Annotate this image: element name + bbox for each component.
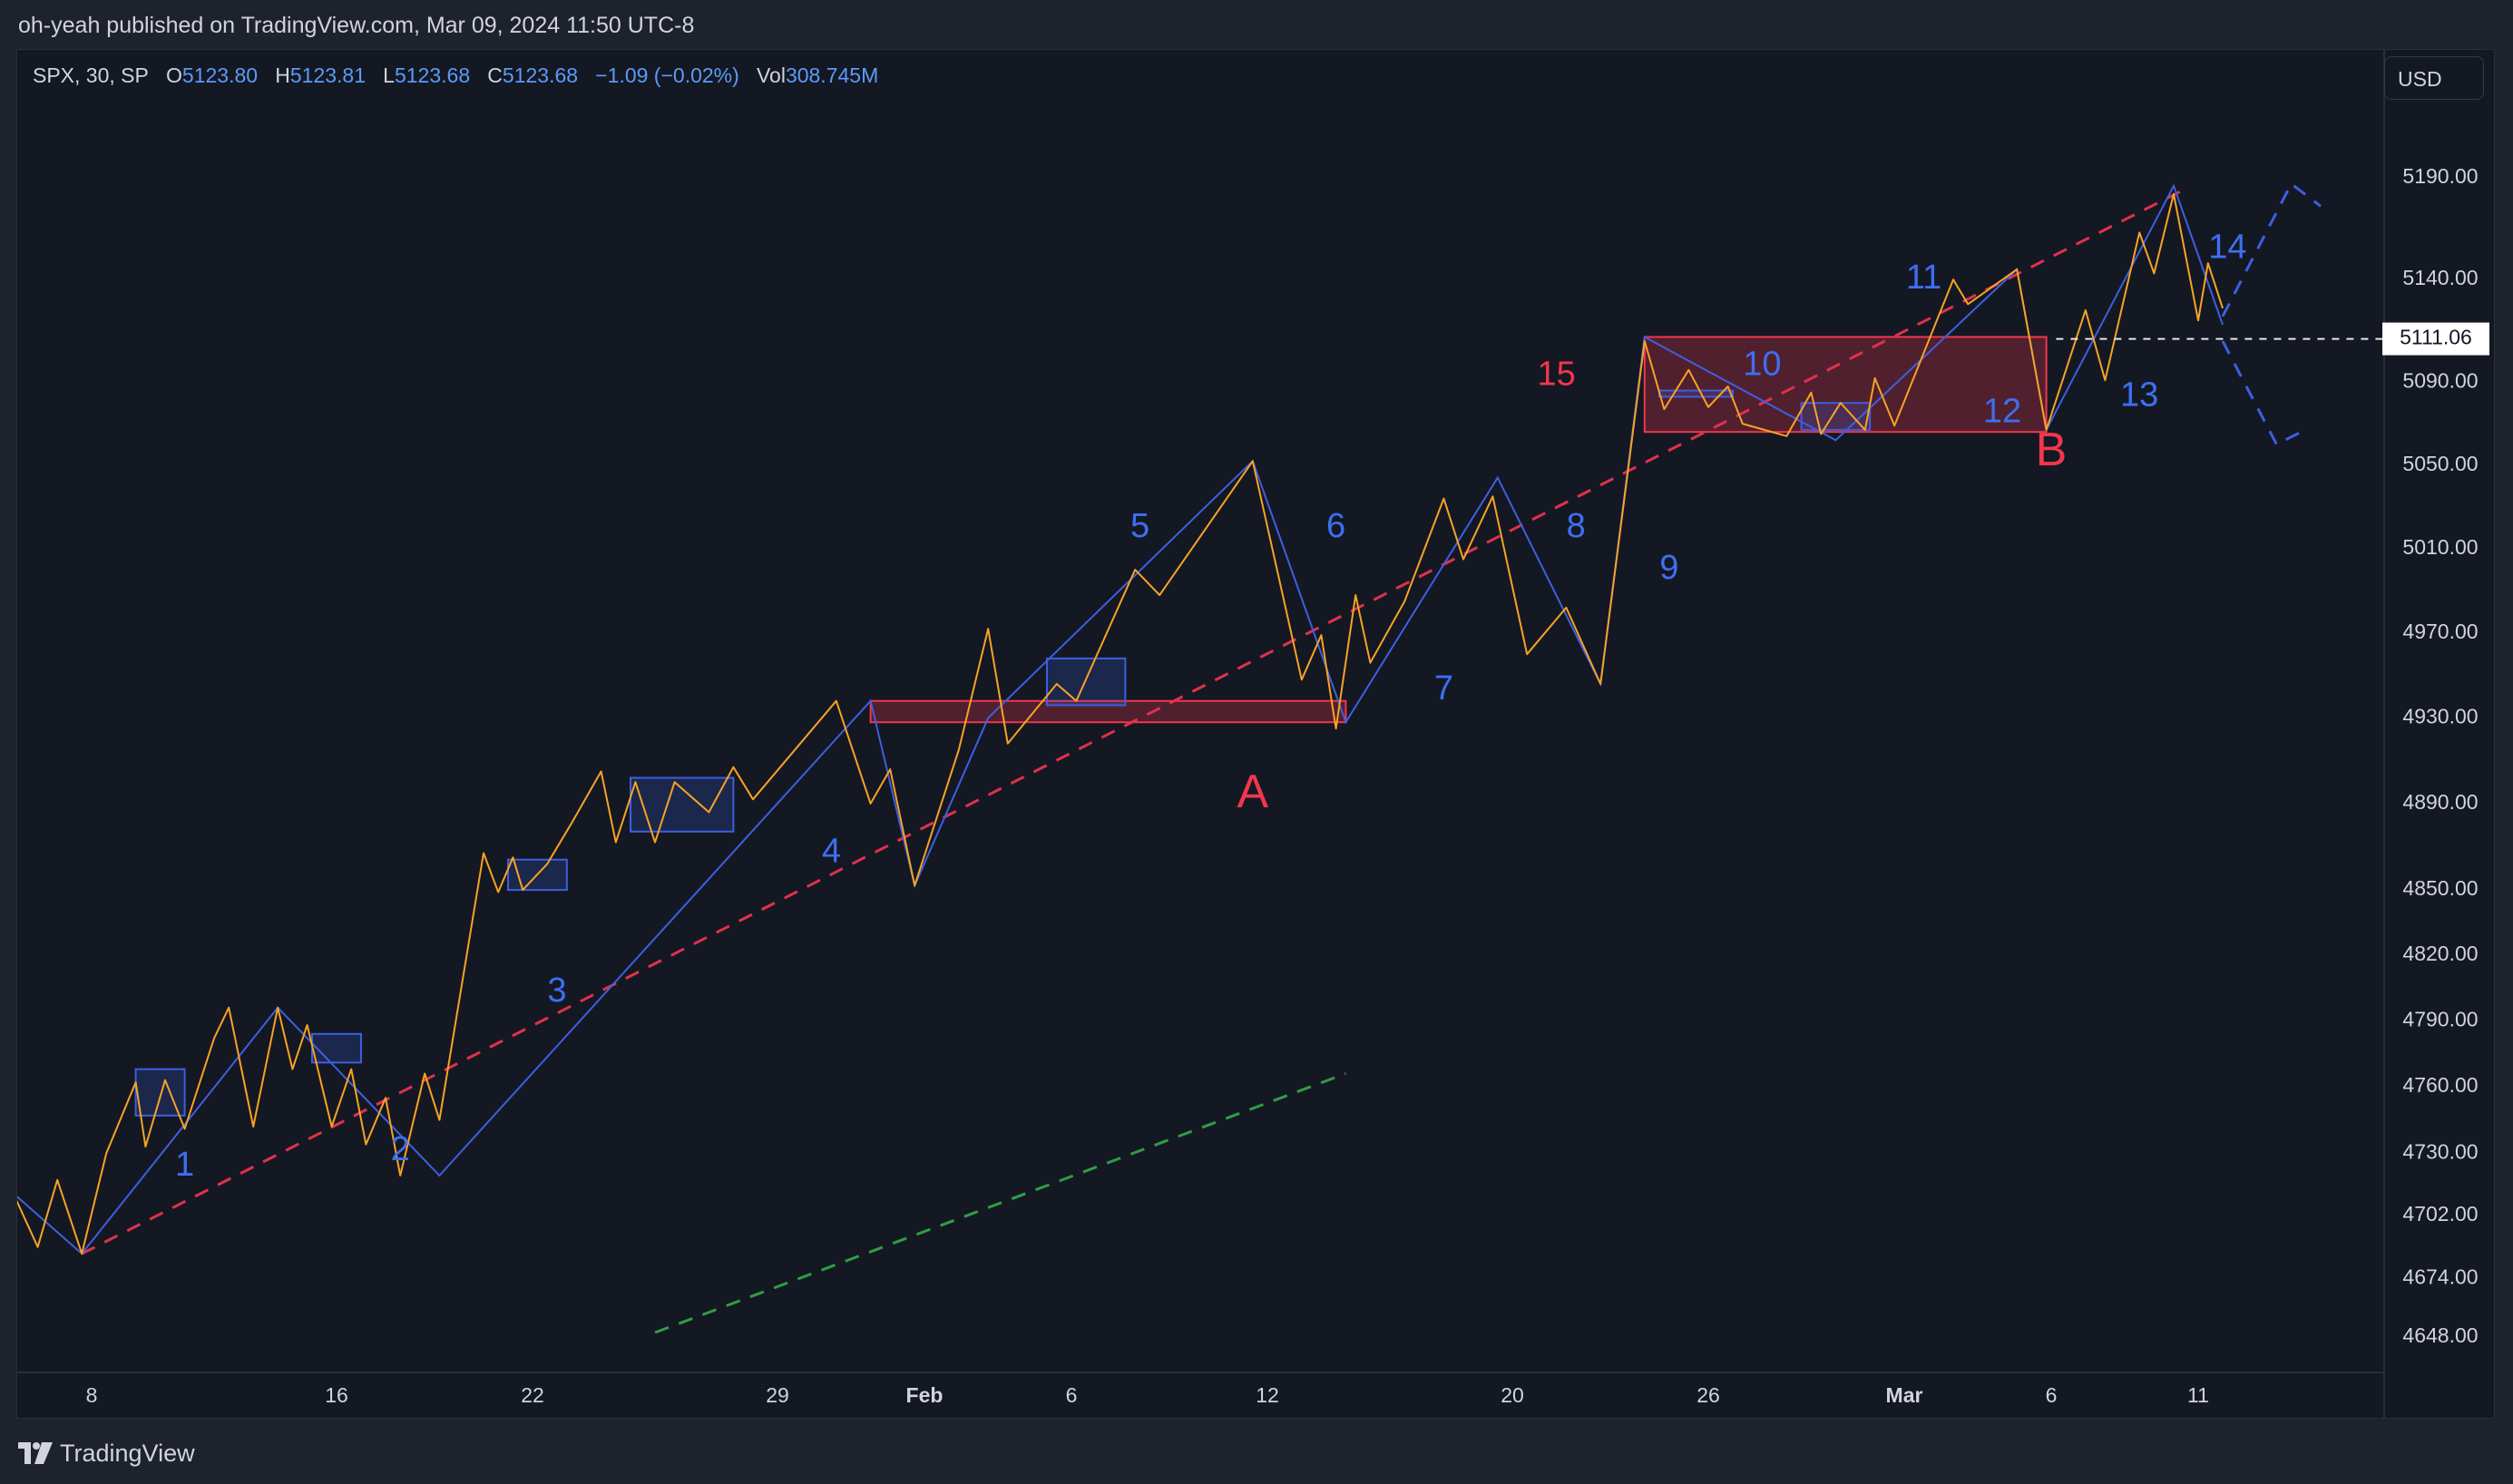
close-value: 5123.68	[502, 63, 579, 87]
blue-zone-5	[630, 776, 735, 833]
wave-label-1: 1	[175, 1146, 194, 1184]
time-tick-label: 26	[1697, 1383, 1720, 1407]
time-tick-label: Mar	[1886, 1383, 1923, 1407]
last-price-text: 5111.06	[2400, 326, 2472, 349]
close-label: C	[487, 63, 503, 87]
time-tick-label: 6	[2046, 1383, 2058, 1407]
time-tick-label: 16	[325, 1383, 348, 1407]
time-tick-label: 6	[1066, 1383, 1078, 1407]
wave-label-11: 11	[1906, 259, 1941, 297]
vol-label: Vol	[756, 63, 786, 87]
price-tick-label: 5050.00	[2402, 452, 2478, 475]
open-value: 5123.80	[181, 63, 259, 87]
blue-zone-6	[1046, 657, 1127, 707]
low-label: L	[383, 63, 395, 87]
ohlc-legend: SPX, 30, SP O5123.80 H5123.81 L5123.68 C…	[33, 63, 878, 88]
zones-layer	[134, 336, 2048, 1117]
blue-zone-8	[1800, 402, 1872, 431]
last-price-badge	[2382, 322, 2489, 356]
axes-layer: 4648.00 4674.00 4702.00 4730.00 4760.00 4790.…	[17, 50, 2489, 1418]
price-tick-label: 4970.00	[2402, 620, 2478, 643]
wave-label-10: 10	[1743, 345, 1781, 383]
red-trend-line	[81, 189, 2185, 1255]
price-tick-label: 4850.00	[2402, 876, 2478, 900]
wave-label-B: B	[2036, 424, 2068, 476]
trendlines-layer	[81, 189, 2185, 1334]
time-tick-label: Feb	[906, 1383, 944, 1407]
high-value: 5123.81	[289, 63, 366, 87]
green-trend-line	[654, 1072, 1346, 1334]
wave-label-7: 7	[1434, 669, 1453, 708]
change-value: −1.09 (−0.02%)	[595, 63, 739, 87]
wave-label-4: 4	[822, 833, 841, 871]
wave-label-13: 13	[2120, 376, 2158, 414]
wave-label-A: A	[1237, 766, 1268, 818]
price-tick-label: 4890.00	[2402, 790, 2478, 814]
time-tick-label: 12	[1256, 1383, 1279, 1407]
time-tick-label: 20	[1501, 1383, 1524, 1407]
price-tick-label: 5190.00	[2402, 164, 2478, 188]
time-tick-label: 8	[86, 1383, 98, 1407]
wave-label-8: 8	[1567, 507, 1586, 545]
price-series-line	[17, 192, 2224, 1255]
projection-down-line	[2221, 340, 2303, 446]
price-layer	[17, 192, 2384, 1255]
low-value: 5123.68	[394, 63, 471, 87]
published-info: oh-yeah published on TradingView.com, Ma…	[18, 13, 695, 38]
price-tick-label: 4648.00	[2402, 1323, 2478, 1347]
price-tick-label: 4820.00	[2402, 942, 2478, 965]
top-bar: oh-yeah published on TradingView.com, Ma…	[0, 0, 2513, 49]
wave-label-6: 6	[1326, 507, 1345, 545]
tradingview-logo[interactable]: TradingView	[18, 1437, 195, 1469]
price-tick-label: 5090.00	[2402, 369, 2478, 393]
blue-zone-3	[311, 1032, 362, 1064]
wave-label-14: 14	[2208, 228, 2246, 266]
wave-label-15: 15	[1537, 356, 1575, 394]
vol-value: 308.745M	[785, 63, 879, 87]
price-tick-label: 4730.00	[2402, 1139, 2478, 1163]
tradingview-brand: TradingView	[60, 1439, 195, 1467]
wave-label-5: 5	[1130, 507, 1149, 545]
high-label: H	[275, 63, 290, 87]
footer-bar	[0, 1424, 2513, 1484]
tradingview-logo-icon	[18, 1442, 53, 1464]
wave-label-9: 9	[1659, 549, 1678, 587]
symbol-label[interactable]: SPX, 30, SP	[33, 63, 149, 87]
time-tick-label: 11	[2187, 1383, 2209, 1407]
open-label: O	[166, 63, 182, 87]
wave-label-3: 3	[547, 971, 566, 1010]
wave-label-12: 12	[1983, 393, 2021, 431]
chart-pane[interactable]	[16, 49, 2495, 1419]
price-tick-label: 4760.00	[2402, 1073, 2478, 1097]
time-tick-label: 29	[766, 1383, 789, 1407]
price-tick-label: 4674.00	[2402, 1264, 2478, 1288]
time-tick-label: 22	[521, 1383, 544, 1407]
price-tick-label: 4702.00	[2402, 1202, 2478, 1225]
price-tick-label: 4790.00	[2402, 1007, 2478, 1030]
wave-label-2: 2	[391, 1130, 410, 1168]
price-tick-label: 4930.00	[2402, 705, 2478, 728]
price-tick-label: 5140.00	[2402, 266, 2478, 289]
price-tick-label: 5010.00	[2402, 535, 2478, 559]
currency-button[interactable]: USD	[2384, 56, 2484, 100]
